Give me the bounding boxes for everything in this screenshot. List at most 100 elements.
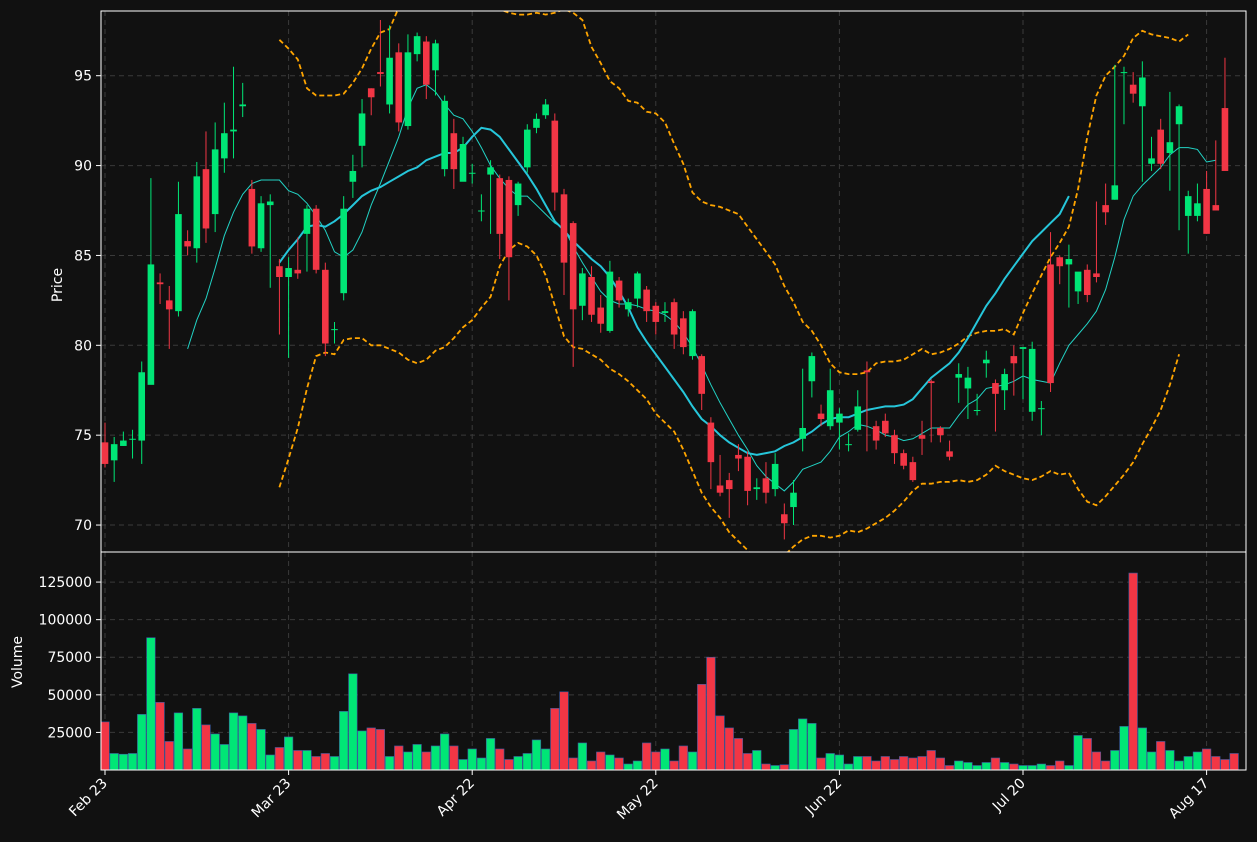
candle-body <box>1175 106 1183 125</box>
volume-bar <box>118 753 128 770</box>
volume-bar <box>101 721 110 770</box>
candle-body <box>579 273 586 306</box>
candle-body <box>597 307 605 324</box>
candle-body <box>257 203 265 249</box>
volume-bar <box>476 757 486 770</box>
volume-bar <box>788 729 799 770</box>
volume-bar <box>990 757 1001 770</box>
candle-body <box>992 383 999 394</box>
candle-body <box>817 413 825 419</box>
bollinger-lower-line <box>278 241 1180 552</box>
candle-body <box>735 454 742 459</box>
price-axis-label: Price <box>50 268 66 302</box>
volume-bar <box>210 733 220 770</box>
candle-body <box>909 462 917 481</box>
candle-body <box>1028 348 1036 412</box>
candle-body <box>505 179 513 258</box>
price-y-ticks: 70 75 80 85 90 95 <box>74 69 101 534</box>
candle-body <box>514 183 522 206</box>
candle-body <box>680 318 687 348</box>
candle-body <box>230 129 237 132</box>
volume-bar <box>274 747 285 770</box>
volume-tick-label: 25000 <box>47 725 92 741</box>
volume-bar <box>155 702 165 770</box>
volume-bar <box>825 753 835 770</box>
candle-body <box>725 480 733 490</box>
volume-bar <box>1165 750 1175 770</box>
volume-bar <box>614 757 624 770</box>
price-tick-label: 90 <box>74 159 92 175</box>
volume-bar <box>807 723 817 770</box>
candle-body <box>569 223 577 310</box>
candle-body <box>753 487 761 490</box>
candle-body <box>266 201 274 206</box>
volume-bar <box>605 754 615 770</box>
candle-body <box>239 104 246 107</box>
long-moving-average-line <box>278 126 1070 456</box>
candle-body <box>1212 205 1220 211</box>
candle-body <box>744 456 751 491</box>
candle-body <box>615 280 623 301</box>
candle-body <box>1047 264 1054 384</box>
candle-body <box>349 170 357 182</box>
volume-bar <box>1156 741 1166 770</box>
volume-bar <box>752 750 762 770</box>
candle-body <box>670 302 678 335</box>
price-tick-label: 85 <box>74 248 92 264</box>
volume-bar <box>742 753 753 770</box>
volume-bar <box>1146 751 1157 770</box>
candle-body <box>450 133 458 170</box>
volume-bar <box>687 751 698 770</box>
price-tick-label: 95 <box>74 69 92 85</box>
candle-body <box>165 300 173 310</box>
volume-bar <box>1036 763 1046 770</box>
volume-bar <box>256 729 266 770</box>
volume-bar <box>485 738 496 770</box>
volume-bar <box>449 745 459 770</box>
volume-bar <box>357 730 367 770</box>
volume-bar <box>329 756 340 770</box>
volume-bar <box>1202 748 1212 770</box>
candle-body <box>413 36 421 55</box>
candle-body <box>523 129 531 168</box>
volume-bar <box>339 711 349 770</box>
candle-body <box>634 273 641 299</box>
candle-body <box>1019 347 1027 349</box>
volume-bar <box>853 756 863 770</box>
candle-body <box>799 427 806 439</box>
volume-bar <box>1027 765 1037 770</box>
volume-bar <box>1045 765 1056 770</box>
volume-bar <box>366 727 376 770</box>
candle-body <box>1194 203 1201 216</box>
candle-body <box>1221 108 1229 171</box>
candle-body <box>606 271 614 331</box>
volume-bar <box>421 751 431 770</box>
candle-body <box>395 52 403 123</box>
volume-bar <box>238 715 248 770</box>
price-tick-label: 75 <box>74 428 92 444</box>
volume-bar <box>320 753 330 770</box>
volume-bar <box>779 764 789 770</box>
candle-body <box>964 377 972 389</box>
candle-body <box>386 57 393 105</box>
candle-body <box>652 305 660 322</box>
candle-body <box>423 41 430 85</box>
candle-body <box>689 311 696 357</box>
volume-axis-label: Volume <box>10 636 26 688</box>
candle-body <box>404 52 412 127</box>
candle-body <box>312 208 320 270</box>
volume-panel-frame <box>100 551 1247 771</box>
volume-bar <box>880 756 890 770</box>
volume-bar <box>733 738 744 770</box>
candle-body <box>129 438 136 440</box>
candle-body <box>377 72 384 74</box>
volume-bar <box>1101 760 1111 770</box>
volume-bar <box>1183 756 1193 770</box>
candle-body <box>1139 77 1146 107</box>
volume-bar <box>642 742 652 770</box>
candle-body <box>973 410 981 412</box>
candle-body <box>110 444 118 461</box>
volume-bar <box>944 765 955 770</box>
volume-bar <box>146 637 156 770</box>
volume-bar <box>201 724 211 770</box>
